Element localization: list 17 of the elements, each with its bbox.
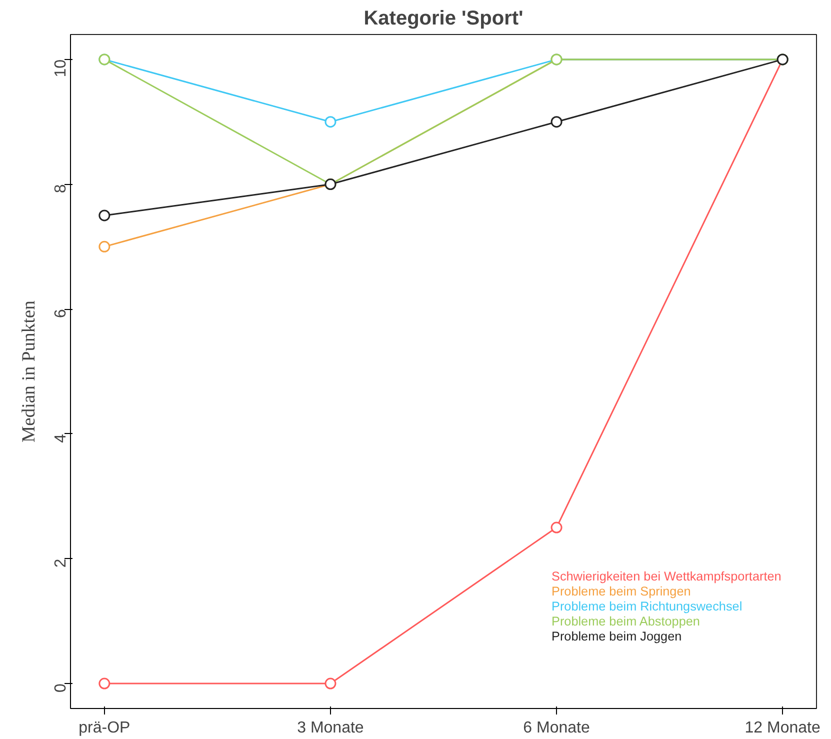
y-axis-title: Median in Punkten [18, 300, 40, 442]
text: Schwierigkeiten bei Wettkampfsportarten [552, 570, 782, 584]
x-tick-label: 6 Monate [523, 720, 590, 736]
x-tick-label: prä-OP [78, 720, 130, 736]
chart-title: Kategorie 'Sport' [364, 8, 524, 30]
y-tick-label: 4 [52, 434, 70, 443]
text: Probleme beim Richtungswechsel [552, 600, 742, 614]
text: Probleme beim Abstoppen [552, 614, 700, 628]
y-tick-label: 2 [52, 558, 70, 568]
y-tick-label: 0 [52, 683, 70, 692]
x-tick-label: 12 Monate [744, 720, 820, 736]
text: Probleme beim Joggen [552, 630, 682, 644]
y-tick-label: 8 [52, 184, 70, 194]
x-tick-label: 3 Monate [297, 720, 364, 736]
y-tick-label: 6 [52, 308, 70, 318]
text: Probleme beim Springen [552, 584, 691, 598]
y-tick-label: 10 [52, 59, 70, 78]
